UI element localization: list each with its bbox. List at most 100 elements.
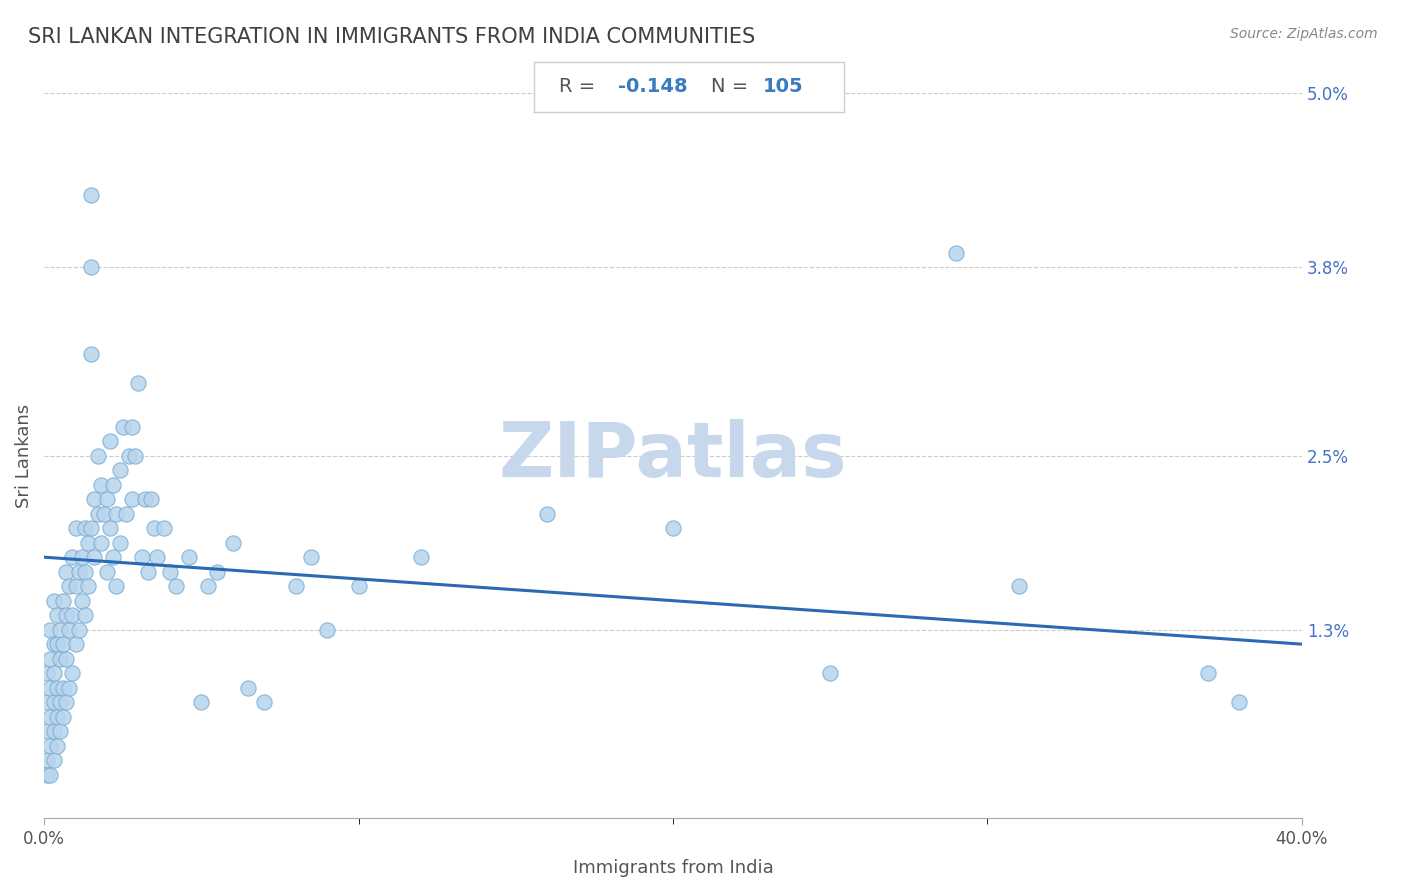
Point bbox=[39, 681, 62, 695]
Point bbox=[190, 695, 212, 709]
Point bbox=[39, 651, 62, 665]
Point bbox=[65, 579, 87, 593]
Point bbox=[73, 521, 96, 535]
Point bbox=[316, 623, 339, 637]
Point bbox=[177, 550, 200, 565]
Point bbox=[58, 579, 80, 593]
Point bbox=[143, 521, 166, 535]
Point bbox=[536, 507, 558, 521]
Text: R =: R = bbox=[560, 78, 602, 96]
Point bbox=[55, 651, 77, 665]
Point bbox=[37, 753, 59, 767]
Text: ZIPatlas: ZIPatlas bbox=[499, 418, 848, 492]
Point bbox=[39, 709, 62, 723]
Point bbox=[1227, 695, 1250, 709]
Point bbox=[55, 695, 77, 709]
Point bbox=[90, 535, 112, 549]
Point bbox=[108, 535, 131, 549]
Text: 105: 105 bbox=[763, 78, 804, 96]
Point bbox=[42, 753, 65, 767]
Point bbox=[96, 492, 118, 507]
Point bbox=[108, 463, 131, 477]
Point bbox=[115, 507, 138, 521]
Point bbox=[86, 449, 108, 463]
Point bbox=[65, 521, 87, 535]
Point bbox=[121, 419, 143, 434]
Point bbox=[818, 666, 841, 681]
Point bbox=[77, 579, 100, 593]
Point bbox=[39, 623, 62, 637]
Point bbox=[73, 565, 96, 579]
Point bbox=[49, 623, 72, 637]
Point bbox=[222, 535, 245, 549]
Point bbox=[55, 608, 77, 623]
Point bbox=[253, 695, 276, 709]
Point bbox=[58, 623, 80, 637]
Point bbox=[49, 651, 72, 665]
Point bbox=[127, 376, 149, 391]
Point bbox=[662, 521, 685, 535]
Point bbox=[70, 550, 93, 565]
Point bbox=[159, 565, 181, 579]
Point bbox=[103, 550, 125, 565]
Point bbox=[83, 550, 105, 565]
Point bbox=[105, 507, 128, 521]
Point bbox=[67, 565, 90, 579]
Point bbox=[62, 550, 84, 565]
Point bbox=[411, 550, 433, 565]
Point bbox=[37, 767, 59, 781]
Point bbox=[52, 593, 75, 607]
Point bbox=[152, 521, 174, 535]
Text: SRI LANKAN INTEGRATION IN IMMIGRANTS FROM INDIA COMMUNITIES: SRI LANKAN INTEGRATION IN IMMIGRANTS FRO… bbox=[28, 27, 755, 46]
Text: N =: N = bbox=[710, 78, 754, 96]
Point bbox=[299, 550, 322, 565]
Text: Source: ZipAtlas.com: Source: ZipAtlas.com bbox=[1230, 27, 1378, 41]
Point bbox=[96, 565, 118, 579]
Point bbox=[238, 681, 260, 695]
Point bbox=[124, 449, 146, 463]
Point bbox=[86, 507, 108, 521]
Point bbox=[118, 449, 141, 463]
Point bbox=[49, 724, 72, 739]
Point bbox=[165, 579, 187, 593]
Point bbox=[80, 260, 103, 275]
Point bbox=[146, 550, 169, 565]
Point bbox=[49, 695, 72, 709]
Point bbox=[37, 666, 59, 681]
Point bbox=[347, 579, 370, 593]
Point bbox=[945, 245, 967, 260]
Point bbox=[90, 477, 112, 491]
Point bbox=[42, 724, 65, 739]
Point bbox=[80, 347, 103, 361]
Point bbox=[134, 492, 156, 507]
Point bbox=[42, 637, 65, 651]
Point bbox=[98, 521, 121, 535]
Point bbox=[52, 709, 75, 723]
Point bbox=[45, 608, 67, 623]
Point bbox=[52, 637, 75, 651]
Point bbox=[131, 550, 153, 565]
X-axis label: Immigrants from India: Immigrants from India bbox=[572, 859, 773, 877]
Y-axis label: Sri Lankans: Sri Lankans bbox=[15, 404, 32, 508]
Point bbox=[67, 623, 90, 637]
Point bbox=[73, 608, 96, 623]
Point bbox=[105, 579, 128, 593]
Point bbox=[39, 767, 62, 781]
Point bbox=[136, 565, 159, 579]
Text: -0.148: -0.148 bbox=[617, 78, 688, 96]
Point bbox=[39, 739, 62, 753]
Point bbox=[197, 579, 219, 593]
Point bbox=[103, 477, 125, 491]
Point bbox=[80, 521, 103, 535]
Point bbox=[45, 739, 67, 753]
Point bbox=[121, 492, 143, 507]
Point bbox=[42, 695, 65, 709]
Point bbox=[55, 565, 77, 579]
Point bbox=[37, 724, 59, 739]
Point bbox=[65, 637, 87, 651]
Point bbox=[83, 492, 105, 507]
Point bbox=[205, 565, 228, 579]
Point bbox=[70, 593, 93, 607]
Point bbox=[62, 608, 84, 623]
Point bbox=[58, 681, 80, 695]
